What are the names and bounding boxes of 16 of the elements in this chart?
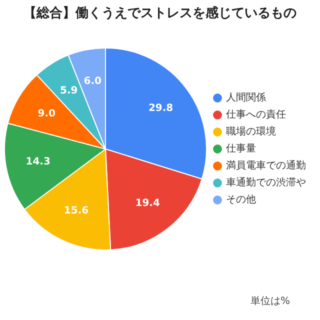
data-label: 29.8 <box>148 102 174 114</box>
legend-label: その他 <box>226 194 256 206</box>
data-label: 15.6 <box>64 206 89 217</box>
data-label: 9.0 <box>38 108 56 120</box>
data-label: 5.9 <box>60 85 78 96</box>
chart-title: 【総合】働くうえでストレスを感じているもの <box>22 5 298 22</box>
legend-label: 仕事への責任 <box>226 108 286 121</box>
data-label: 6.0 <box>84 76 102 88</box>
legend-label: 仕事量 <box>226 142 256 155</box>
legend-label: 車通勤での渋滞や <box>226 176 306 189</box>
data-label: 14.3 <box>26 156 50 168</box>
data-label: 19.4 <box>135 198 160 209</box>
legend-label: 人間関係 <box>226 92 266 104</box>
legend-label: 満員電車での通勤 <box>226 160 306 172</box>
legend-label: 職場の環境 <box>226 126 276 138</box>
text: 単位は% <box>250 295 290 308</box>
